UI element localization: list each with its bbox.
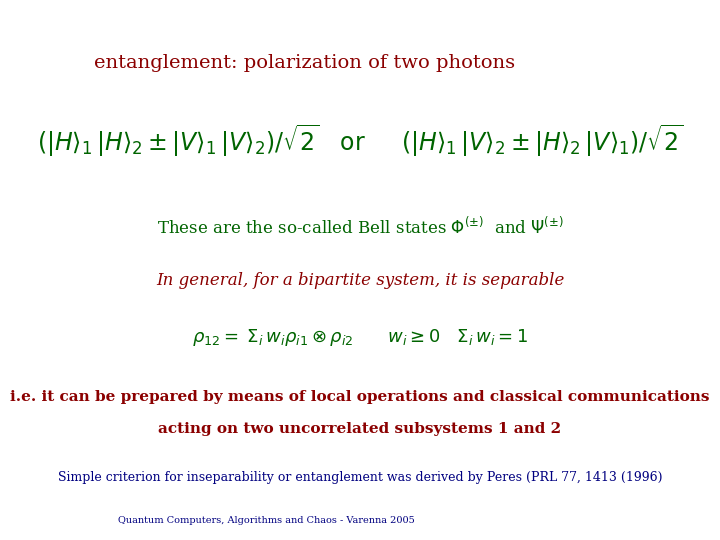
Text: acting on two uncorrelated subsystems 1 and 2: acting on two uncorrelated subsystems 1 … [158, 422, 562, 436]
Text: These are the so-called Bell states $\Phi^{(\pm)}$  and $\Psi^{(\pm)}$: These are the so-called Bell states $\Ph… [157, 216, 563, 238]
Text: i.e. it can be prepared by means of local operations and classical communication: i.e. it can be prepared by means of loca… [10, 390, 710, 404]
Text: $(|H\rangle_1\,|H\rangle_2 \pm |V\rangle_1\,|V\rangle_2)/\sqrt{2}$   or     $(|H: $(|H\rangle_1\,|H\rangle_2 \pm |V\rangle… [37, 122, 683, 159]
Text: Simple criterion for inseparability or entanglement was derived by Peres (PRL 77: Simple criterion for inseparability or e… [58, 471, 662, 484]
Text: In general, for a bipartite system, it is separable: In general, for a bipartite system, it i… [156, 272, 564, 289]
Text: entanglement: polarization of two photons: entanglement: polarization of two photon… [94, 54, 515, 72]
Text: Quantum Computers, Algorithms and Chaos - Varenna 2005: Quantum Computers, Algorithms and Chaos … [118, 516, 415, 525]
Text: $\rho_{12} = \;\Sigma_i\, w_i\rho_{i1}\otimes\rho_{i2}$      $w_i \geq 0$   $\Si: $\rho_{12} = \;\Sigma_i\, w_i\rho_{i1}\o… [192, 327, 528, 348]
